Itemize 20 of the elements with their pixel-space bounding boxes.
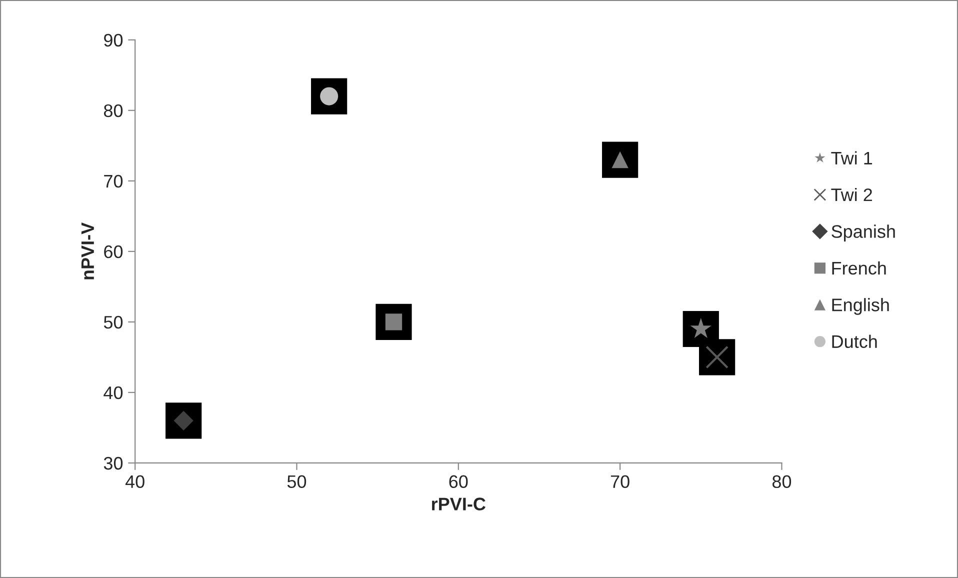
y-tick-label: 30: [104, 456, 123, 470]
x-tick-label: 40: [125, 475, 144, 488]
x-tick-label: 70: [610, 475, 630, 488]
legend-label: French: [832, 261, 886, 275]
y-tick-label: 50: [104, 316, 123, 329]
y-tick-label: 40: [104, 386, 123, 400]
y-tick-label: 70: [104, 174, 123, 188]
y-axis-title: nPVI-V: [81, 222, 94, 280]
x-tick-label: 50: [287, 475, 306, 488]
x-tick-label: 80: [772, 475, 792, 488]
legend-label: Dutch: [832, 334, 877, 348]
legend-label: Twi 1: [831, 151, 872, 164]
x-axis-title: rPVI-C: [432, 498, 486, 510]
y-tick-label: 60: [104, 245, 123, 258]
legend-label: Twi 2: [831, 188, 872, 202]
y-tick-label: 90: [104, 34, 123, 47]
legend-label: English: [832, 298, 889, 315]
legend-label: Spanish: [832, 224, 895, 242]
x-tick-label: 60: [449, 475, 468, 488]
y-tick-label: 80: [104, 104, 123, 118]
